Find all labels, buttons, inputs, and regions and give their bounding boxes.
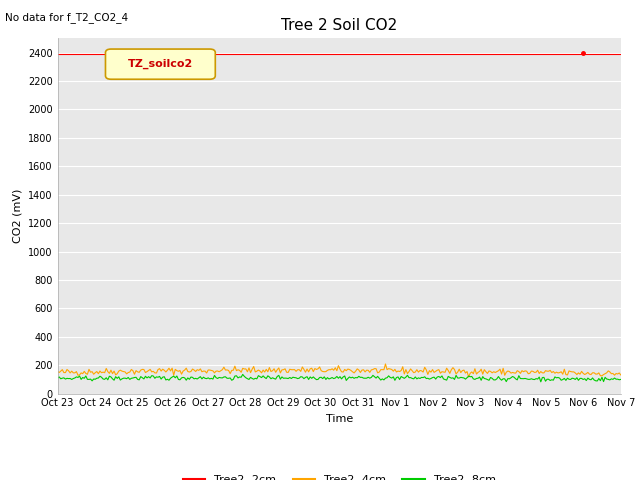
Title: Tree 2 Soil CO2: Tree 2 Soil CO2 — [281, 18, 397, 33]
Y-axis label: CO2 (mV): CO2 (mV) — [12, 189, 22, 243]
Text: No data for f_T2_CO2_4: No data for f_T2_CO2_4 — [5, 12, 128, 23]
Legend: Tree2 -2cm, Tree2 -4cm, Tree2 -8cm: Tree2 -2cm, Tree2 -4cm, Tree2 -8cm — [179, 470, 500, 480]
FancyBboxPatch shape — [106, 49, 215, 79]
Text: TZ_soilco2: TZ_soilco2 — [128, 59, 193, 69]
X-axis label: Time: Time — [326, 414, 353, 424]
